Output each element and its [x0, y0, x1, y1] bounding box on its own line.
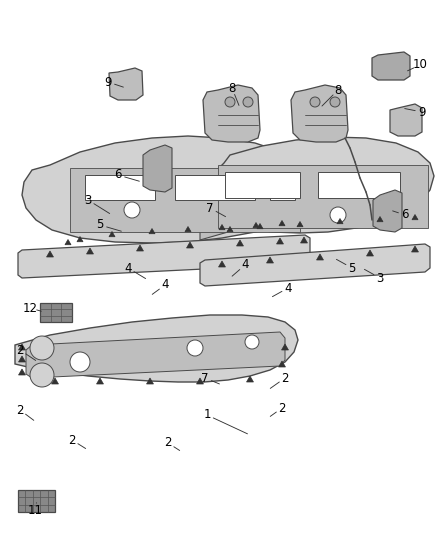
- Polygon shape: [218, 165, 428, 228]
- Text: 9: 9: [418, 106, 426, 118]
- Circle shape: [70, 352, 90, 372]
- Text: 4: 4: [241, 259, 249, 271]
- Text: 2: 2: [16, 403, 24, 416]
- Polygon shape: [18, 235, 310, 278]
- Text: 6: 6: [401, 208, 409, 222]
- Text: 2: 2: [281, 372, 289, 384]
- Text: 2: 2: [16, 343, 24, 357]
- Text: 2: 2: [68, 433, 76, 447]
- Polygon shape: [208, 137, 434, 233]
- Polygon shape: [175, 175, 255, 200]
- Text: 10: 10: [413, 59, 427, 71]
- Polygon shape: [225, 172, 300, 198]
- Polygon shape: [291, 85, 348, 142]
- Text: 12: 12: [22, 302, 38, 314]
- Polygon shape: [143, 145, 172, 192]
- Text: 4: 4: [161, 279, 169, 292]
- Text: 8: 8: [228, 82, 236, 94]
- Circle shape: [330, 207, 346, 223]
- Polygon shape: [26, 332, 285, 378]
- Circle shape: [310, 97, 320, 107]
- Text: 9: 9: [104, 76, 112, 88]
- Circle shape: [124, 202, 140, 218]
- Text: 2: 2: [164, 437, 172, 449]
- Polygon shape: [85, 175, 155, 200]
- Polygon shape: [40, 303, 72, 322]
- Polygon shape: [372, 52, 410, 80]
- Text: 3: 3: [376, 271, 384, 285]
- Polygon shape: [18, 490, 55, 512]
- Circle shape: [225, 97, 235, 107]
- Circle shape: [330, 97, 340, 107]
- Text: 3: 3: [84, 193, 92, 206]
- Text: 7: 7: [206, 201, 214, 214]
- Text: 11: 11: [28, 504, 42, 516]
- Circle shape: [243, 97, 253, 107]
- Polygon shape: [200, 244, 430, 286]
- Text: 6: 6: [114, 168, 122, 182]
- Polygon shape: [318, 172, 400, 198]
- Polygon shape: [109, 68, 143, 100]
- Text: 8: 8: [334, 84, 342, 96]
- Text: 1: 1: [203, 408, 211, 422]
- Text: 4: 4: [284, 281, 292, 295]
- Polygon shape: [15, 315, 298, 382]
- Text: 4: 4: [124, 262, 132, 274]
- Text: 2: 2: [278, 401, 286, 415]
- Circle shape: [245, 335, 259, 349]
- Polygon shape: [373, 190, 402, 232]
- Circle shape: [30, 363, 54, 387]
- Polygon shape: [70, 168, 300, 232]
- Text: 5: 5: [348, 262, 356, 274]
- Polygon shape: [203, 85, 260, 142]
- Text: 7: 7: [201, 372, 209, 384]
- Circle shape: [30, 336, 54, 360]
- Polygon shape: [270, 175, 295, 200]
- Polygon shape: [22, 136, 318, 243]
- Polygon shape: [390, 104, 422, 136]
- Circle shape: [187, 340, 203, 356]
- Polygon shape: [200, 168, 228, 240]
- Text: 5: 5: [96, 219, 104, 231]
